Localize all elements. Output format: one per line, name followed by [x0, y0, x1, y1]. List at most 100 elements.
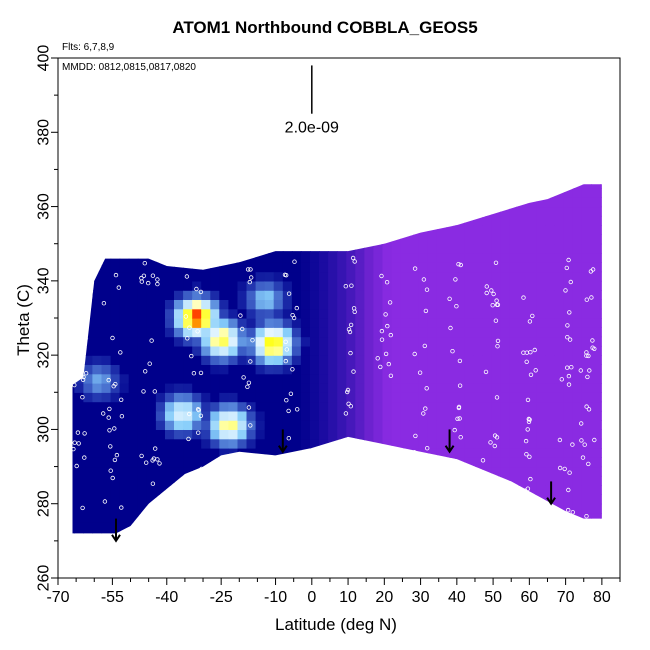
field-cell: [373, 383, 384, 393]
field-cell: [192, 355, 202, 365]
field-cell: [237, 299, 248, 310]
field-cell: [101, 392, 112, 403]
field-cell: [446, 225, 456, 235]
sample-point: [423, 469, 428, 474]
field-cell: [291, 336, 302, 347]
field-cell: [246, 438, 257, 449]
field-cell: [128, 336, 139, 347]
field-cell: [418, 355, 429, 365]
field-cell: [146, 466, 157, 477]
field-cell: [146, 438, 157, 449]
field-cell: [165, 438, 175, 449]
field-cell: [364, 522, 375, 533]
field-cell: [101, 457, 112, 468]
field-cell: [500, 253, 510, 263]
field-cell: [518, 420, 529, 430]
field-cell: [554, 383, 565, 393]
field-cell: [509, 503, 520, 514]
sample-point: [194, 483, 199, 489]
field-cell: [110, 513, 121, 523]
field-cell: [427, 262, 438, 273]
field-cell: [72, 184, 75, 189]
field-cell: [255, 513, 266, 523]
field-cell: [346, 262, 356, 273]
field-cell: [174, 364, 184, 375]
field-cell: [536, 429, 547, 440]
field-cell: [291, 318, 302, 328]
field-cell: [119, 429, 130, 440]
field-cell: [74, 215, 84, 226]
field-cell: [527, 438, 538, 449]
field-cell: [273, 225, 284, 235]
field-cell: [591, 410, 601, 421]
field-cell: [391, 225, 402, 235]
field-cell: [264, 215, 275, 226]
field-cell: [291, 475, 302, 486]
field-cell: [355, 373, 365, 384]
field-cell: [382, 466, 393, 477]
field-cell: [391, 271, 402, 282]
field-cell: [391, 308, 402, 319]
field-cell: [527, 392, 538, 403]
field-cell: [228, 308, 239, 319]
sample-point: [527, 417, 532, 422]
field-cell: [291, 429, 302, 440]
sample-point: [184, 274, 190, 279]
field-cell: [246, 206, 257, 217]
sample-point: [119, 505, 124, 510]
field-cell: [337, 485, 347, 495]
field-cell: [310, 243, 320, 254]
field-cell: [246, 466, 257, 477]
field-cell: [491, 457, 501, 468]
field-cell: [255, 494, 266, 505]
field-cell: [400, 184, 411, 189]
field-cell: [210, 410, 220, 421]
field-cell: [563, 327, 574, 338]
field-cell: [110, 234, 121, 245]
sample-point: [387, 300, 393, 305]
field-cell: [554, 466, 565, 477]
sample-point: [295, 407, 300, 412]
field-cell: [228, 364, 239, 375]
sample-point: [108, 468, 113, 473]
field-cell: [165, 429, 175, 440]
field-cell: [228, 531, 239, 534]
field-cell: [355, 184, 365, 189]
field-cell: [273, 327, 284, 338]
field-cell: [291, 355, 302, 365]
field-cell: [146, 234, 157, 245]
sample-point: [348, 350, 353, 356]
field-cell: [409, 253, 420, 263]
field-cell: [527, 215, 538, 226]
sample-point: [75, 319, 80, 324]
field-cell: [110, 373, 121, 384]
field-cell: [273, 392, 284, 403]
field-cell: [246, 188, 257, 198]
field-cell: [355, 169, 365, 179]
sample-point: [557, 465, 563, 471]
field-cell: [264, 299, 275, 310]
field-cell: [264, 243, 275, 254]
field-cell: [436, 318, 447, 328]
field-cell: [155, 184, 166, 189]
field-cell: [137, 485, 148, 495]
field-cell: [210, 531, 220, 534]
field-cell: [155, 336, 166, 347]
field-cell: [382, 234, 393, 245]
field-cell: [137, 336, 148, 347]
field-cell: [219, 234, 229, 245]
field-cell: [391, 184, 402, 189]
field-cell: [373, 522, 384, 533]
field-cell: [563, 438, 574, 449]
field-cell: [373, 206, 384, 217]
field-cell: [83, 206, 94, 217]
field-cell: [563, 373, 574, 384]
sample-point: [199, 466, 204, 472]
field-cell: [545, 188, 556, 198]
field-cell: [600, 225, 602, 235]
field-cell: [545, 336, 556, 347]
sample-point: [495, 302, 501, 307]
field-cell: [174, 401, 184, 412]
field-cell: [119, 262, 130, 273]
field-cell: [455, 420, 465, 430]
